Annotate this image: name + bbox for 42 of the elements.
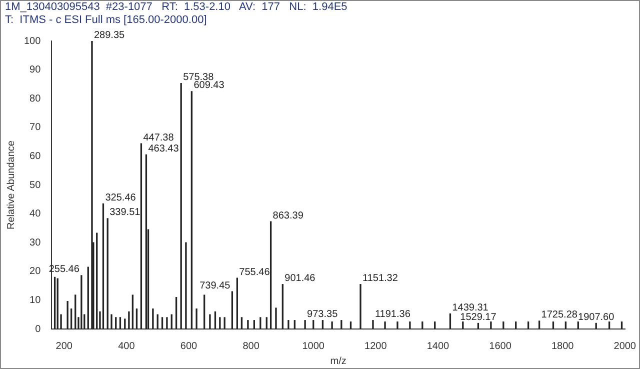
y-tick-label: 90 [30,64,42,76]
x-tick-label: 1200 [364,340,388,352]
annotation: 463.43 [148,144,180,155]
x-axis-title: m/z [330,356,346,367]
y-tick-label: 50 [30,180,42,191]
y-tick-label: 70 [30,122,42,134]
y-tick-label: 100 [24,36,42,47]
y-tick-label: 10 [30,294,42,306]
annotation: 901.46 [284,273,316,284]
x-tick-label: 200 [56,340,73,352]
x-tick-label: 2000 [614,340,636,352]
annotation: 863.39 [272,210,304,222]
annotation: 289.35 [94,30,126,41]
annotation: 1439.31 [452,302,489,314]
x-tick-label: 800 [242,340,260,352]
x-tick-label: 1800 [551,340,574,352]
annotation: 1725.28 [541,310,578,321]
annotation: 339.51 [110,207,141,218]
annotation: 447.38 [143,132,174,144]
x-tick-label: 400 [118,340,136,352]
annotation: 609.43 [194,80,225,92]
y-tick-label: 60 [30,150,42,162]
annotation: 325.46 [105,192,136,204]
x-tick-label: 600 [180,340,198,352]
x-tick-label: 1400 [426,340,450,352]
annotation: 1907.60 [578,312,615,323]
y-tick-label: 0 [35,324,42,335]
y-tick-label: 80 [30,93,42,104]
annotation: 973.35 [307,309,338,320]
x-tick-label: 1000 [302,340,325,352]
y-tick-label: 30 [30,237,42,248]
y-axis-title: Relative Abundance [6,140,17,230]
y-tick-label: 40 [30,208,42,220]
chart-subtitle: T: ITMS - c ESI Full ms [165.00-2000.00] [4,14,208,27]
annotation: 739.45 [200,280,231,292]
x-tick-label: 1600 [489,340,512,352]
annotation: 755.46 [239,266,270,278]
annotation: 1151.32 [362,273,398,284]
annotation: 1191.36 [374,309,411,320]
y-tick-label: 20 [30,266,42,278]
annotation: 1529.17 [460,312,497,323]
chart-title: 1M_130403095543 #23-1077 RT: 1.53-2.10 AV: 177 NL: 1.94E5 [4,1,348,14]
